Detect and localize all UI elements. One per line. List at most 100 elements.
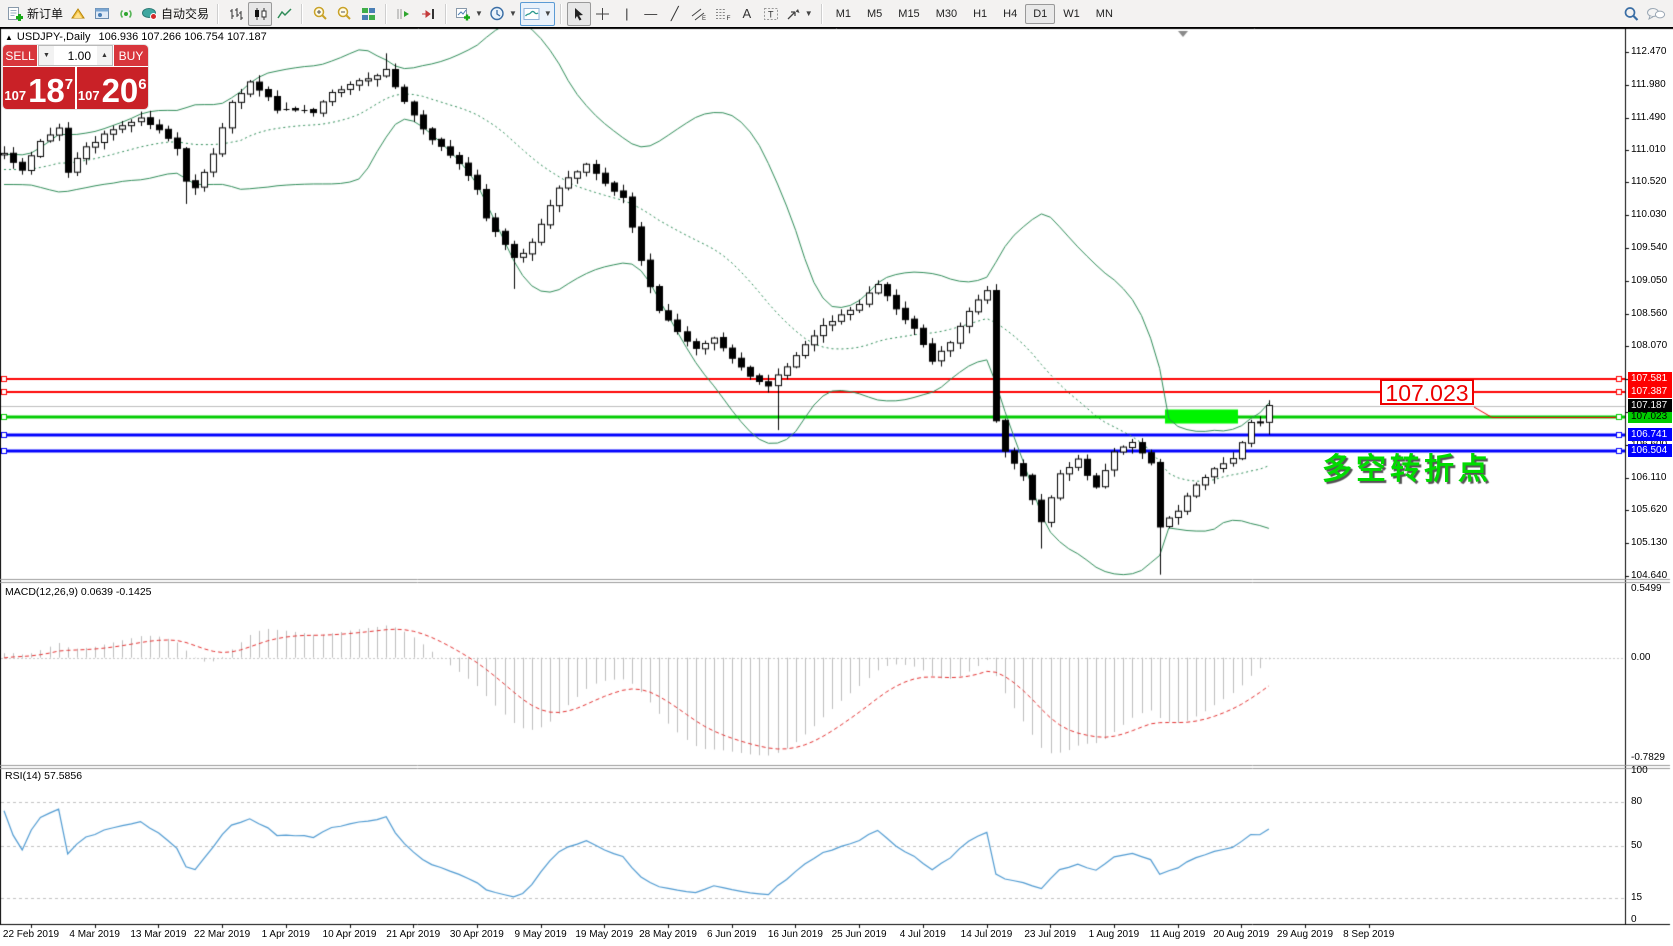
chart-area[interactable] [0, 28, 1673, 946]
volume-increase-button[interactable]: ▲ [97, 46, 112, 65]
timeframe-group: M1 M5 M15 M30 H1 H4 D1 W1 MN [828, 1, 1121, 27]
timeframe-button-m1[interactable]: M1 [835, 7, 851, 20]
candlestick-chart-button[interactable] [248, 1, 273, 26]
chart-title: ▲ USDJPY-,Daily 106.936 107.266 106.754 10… [5, 31, 267, 43]
new-order-label: 新订单 [27, 7, 64, 21]
macd-values: 0.0639 -0.1425 [80, 586, 152, 598]
macd-label: MACD(12,26,9) 0.0639 -0.1425 [5, 586, 152, 598]
price-tick-label: 105.130 [1631, 537, 1668, 549]
toolbar-separator [445, 3, 448, 24]
horizontal-line-tool-button[interactable]: — [639, 2, 663, 26]
chart-shift-button[interactable] [392, 2, 416, 26]
line-chart-button[interactable] [272, 2, 296, 26]
svg-text:T: T [768, 9, 774, 19]
cursor-tool-button[interactable] [566, 1, 591, 26]
navigator-button[interactable] [90, 2, 114, 26]
price-callout[interactable]: 107.023 [1380, 379, 1474, 406]
sell-price-sup: 7 [64, 76, 74, 93]
date-tick-label: 13 Mar 2019 [130, 929, 187, 940]
date-tick-label: 14 Jul 2019 [960, 929, 1013, 940]
sell-button[interactable]: SELL [3, 45, 37, 66]
vertical-line-icon: | [625, 6, 629, 21]
date-tick-label: 30 Apr 2019 [449, 929, 504, 940]
zoom-out-icon [337, 6, 351, 20]
autotrading-label: 自动交易 [161, 7, 210, 21]
search-icon [1624, 6, 1638, 21]
macd-scale-label: -0.7829 [1631, 752, 1665, 763]
period-dropdown[interactable]: ▼ [486, 2, 520, 26]
price-tick-label: 110.520 [1631, 176, 1667, 188]
timeframe-button-m5[interactable]: M5 [867, 7, 883, 20]
rsi-value: 57.5856 [44, 770, 83, 782]
crosshair-tool-button[interactable] [591, 2, 615, 26]
chat-button[interactable] [1643, 2, 1669, 26]
fibonacci-icon: F [715, 8, 730, 21]
toolbar-separator [385, 3, 388, 24]
navigator-icon [95, 8, 110, 19]
template-dropdown[interactable]: ▼ [519, 1, 555, 26]
toolbar-separator [559, 3, 562, 24]
collapse-arrow-icon[interactable]: ▲ [5, 33, 13, 42]
new-chart-dropdown[interactable]: ▼ [452, 2, 486, 26]
macd-scale-label: 0.5499 [1631, 583, 1662, 594]
timeframe-button-h4[interactable]: H4 [1003, 7, 1018, 20]
crosshair-icon [596, 7, 610, 20]
chart-shift-icon [397, 8, 410, 19]
zoom-in-icon [313, 6, 327, 20]
chevron-down-icon: ▼ [508, 9, 517, 18]
market-watch-button[interactable] [66, 2, 90, 26]
buy-price[interactable]: 107 20 6 [76, 67, 148, 109]
annotation-text[interactable]: 多空转折点 [1322, 453, 1492, 486]
price-line-badge: 106.741 [1628, 428, 1672, 442]
price-tick-label: 106.110 [1631, 471, 1667, 483]
buy-button[interactable]: BUY [114, 45, 148, 66]
toolbar-separator [301, 3, 304, 24]
timeframe-button-m15[interactable]: M15 [898, 7, 920, 20]
date-tick-label: 8 Sep 2019 [1343, 929, 1395, 940]
trendline-tool-button[interactable]: ╱ [663, 2, 687, 26]
date-tick-label: 21 Apr 2019 [386, 929, 441, 940]
price-tick-label: 105.620 [1631, 504, 1668, 516]
price-tick-label: 111.010 [1631, 143, 1666, 155]
channel-tool-button[interactable]: E [687, 2, 711, 26]
autotrading-icon [142, 8, 158, 20]
buy-price-main: 20 [101, 72, 139, 109]
signals-button[interactable] [114, 2, 138, 26]
new-order-button[interactable]: 新订单 [4, 2, 66, 26]
search-button[interactable] [1619, 2, 1643, 26]
price-tick-label: 111.980 [1631, 78, 1666, 90]
auto-scroll-icon [422, 8, 435, 19]
price-tick-label: 109.050 [1631, 274, 1668, 286]
toolbar: 新订单 自动交易 [0, 0, 1673, 28]
auto-scroll-button[interactable] [416, 2, 440, 26]
timeframe-button-mn[interactable]: MN [1095, 7, 1113, 20]
volume-decrease-button[interactable]: ▼ [39, 46, 54, 65]
timeframe-button-d1[interactable]: D1 [1025, 3, 1056, 24]
text-label-icon: T [763, 7, 778, 20]
arrows-dropdown[interactable]: ▼ [783, 2, 816, 26]
vertical-line-tool-button[interactable]: | [615, 2, 639, 26]
volume-value[interactable]: 1.00 [67, 48, 91, 63]
one-click-trading-panel: SELL ▼ 1.00 ▲ BUY 107 18 7 107 20 6 [3, 45, 148, 109]
timeframe-button-w1[interactable]: W1 [1063, 7, 1080, 20]
autotrading-button[interactable]: 自动交易 [138, 2, 212, 26]
zoom-out-button[interactable] [332, 2, 356, 26]
date-tick-label: 1 Apr 2019 [261, 929, 310, 940]
date-tick-label: 20 Aug 2019 [1213, 929, 1270, 940]
sell-price[interactable]: 107 18 7 [3, 67, 75, 109]
text-label-tool-button[interactable]: T [759, 2, 783, 26]
toolbar-separator [820, 3, 823, 24]
bar-chart-button[interactable] [224, 2, 248, 26]
tile-windows-button[interactable] [356, 2, 380, 26]
timeframe-button-m30[interactable]: M30 [935, 7, 958, 20]
fibonacci-tool-button[interactable]: F [711, 2, 735, 26]
horizontal-line-icon: — [644, 6, 658, 21]
timeframe-button-h1[interactable]: H1 [973, 7, 988, 20]
text-tool-button[interactable]: A [735, 2, 759, 26]
date-tick-label: 19 May 2019 [575, 929, 634, 940]
price-line-badge: 106.504 [1628, 444, 1672, 458]
zoom-in-button[interactable] [308, 2, 332, 26]
date-tick-label: 9 May 2019 [514, 929, 567, 940]
symbol-period-label: USDJPY-,Daily [16, 31, 91, 43]
